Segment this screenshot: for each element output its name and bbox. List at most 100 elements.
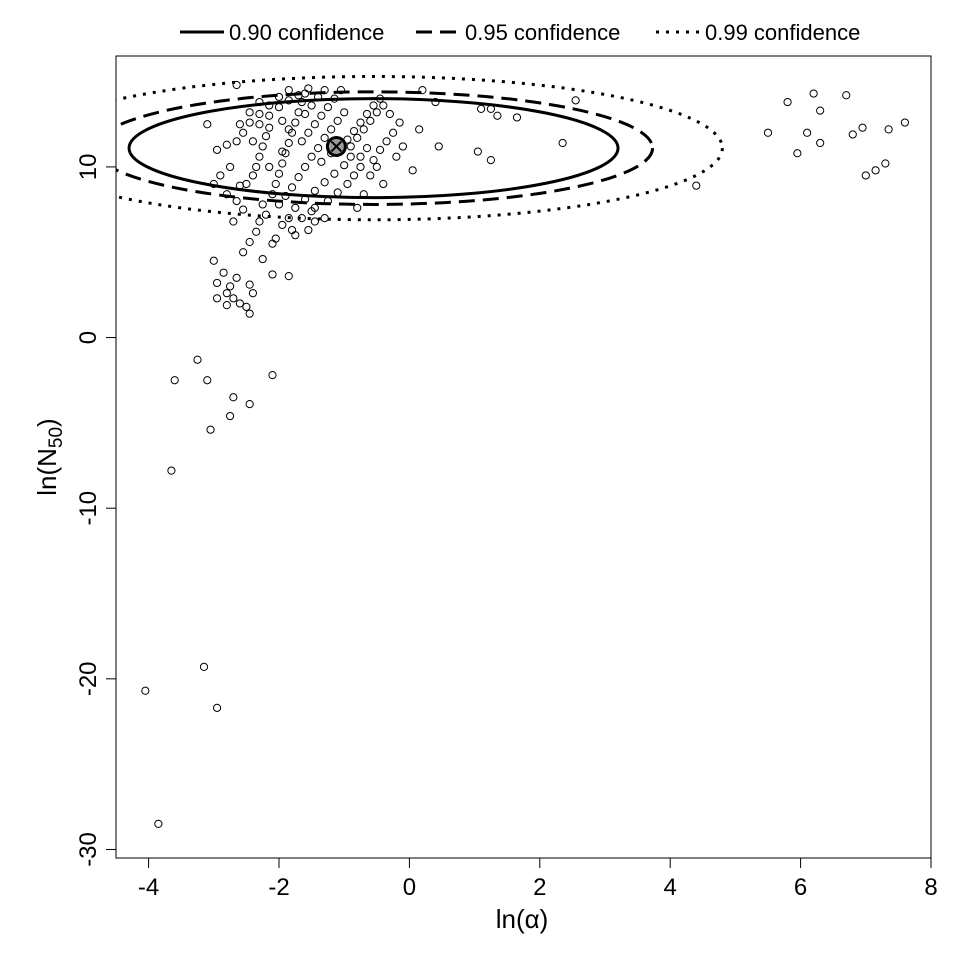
data-point — [212, 703, 222, 712]
data-point — [558, 138, 567, 148]
y-tick-label: 0 — [75, 331, 102, 344]
data-point — [323, 103, 332, 112]
data-point — [278, 147, 287, 156]
data-point — [245, 237, 254, 247]
data-point — [297, 214, 306, 223]
data-point — [265, 162, 274, 172]
data-point — [816, 106, 825, 115]
data-point — [340, 161, 349, 170]
data-point — [167, 466, 176, 475]
data-point — [314, 144, 323, 153]
data-point — [300, 109, 310, 119]
data-point — [271, 234, 280, 243]
y-tick-label: -10 — [75, 491, 102, 526]
x-tick-label: -2 — [268, 874, 289, 901]
y-axis-label: ln(N50) — [32, 418, 67, 495]
data-point — [268, 239, 277, 248]
data-point — [291, 118, 300, 127]
data-point — [278, 116, 287, 125]
data-point — [310, 120, 319, 129]
data-point — [268, 270, 277, 279]
x-tick-label: 0 — [403, 874, 416, 901]
data-point — [418, 86, 427, 95]
plot-frame — [115, 55, 932, 859]
data-point — [248, 137, 258, 146]
data-point — [858, 123, 867, 132]
data-point — [154, 819, 163, 828]
data-point — [248, 171, 258, 180]
data-point — [297, 97, 306, 107]
legend-label: 0.90 confidence — [229, 20, 384, 45]
data-point — [763, 128, 773, 137]
data-point — [222, 301, 231, 310]
data-point — [258, 142, 267, 151]
x-tick-label: 8 — [924, 874, 937, 901]
data-point — [294, 173, 303, 182]
data-point — [803, 128, 812, 137]
data-point — [884, 125, 893, 134]
x-tick-label: -4 — [138, 874, 159, 901]
data-point — [255, 152, 264, 161]
data-point — [229, 294, 238, 303]
data-point — [274, 92, 284, 102]
bootstrap-points — [141, 80, 910, 828]
data-point — [900, 118, 910, 127]
data-point — [209, 179, 218, 189]
data-point — [216, 171, 225, 180]
data-point — [369, 101, 378, 110]
mle-cross — [330, 140, 343, 153]
data-point — [232, 80, 241, 90]
data-point — [245, 108, 254, 117]
data-point — [219, 268, 228, 277]
data-point — [493, 111, 502, 120]
data-point — [379, 179, 388, 189]
data-point — [229, 217, 238, 226]
data-point — [222, 140, 231, 149]
data-point — [871, 166, 880, 175]
data-point — [232, 273, 241, 282]
data-point — [881, 159, 890, 168]
data-point — [343, 179, 352, 189]
data-point — [222, 289, 231, 298]
data-point — [310, 203, 319, 212]
data-point — [291, 203, 300, 212]
confidence-ellipse-solid — [127, 97, 620, 200]
data-point — [297, 137, 306, 146]
data-point — [193, 355, 202, 364]
data-point — [372, 162, 381, 172]
data-point — [239, 205, 248, 214]
data-point — [473, 147, 482, 156]
data-point — [304, 225, 313, 235]
data-point — [235, 299, 244, 308]
mle-marker-group — [325, 135, 347, 157]
data-point — [320, 86, 329, 95]
data-point — [379, 101, 388, 110]
legend: 0.90 confidence 0.95 confidence 0.99 confi… — [180, 20, 860, 45]
data-point — [327, 125, 336, 134]
data-point — [278, 159, 287, 168]
data-point — [320, 178, 329, 187]
data-point — [356, 118, 365, 127]
data-point — [284, 272, 293, 281]
data-point — [353, 203, 362, 212]
data-point — [512, 113, 522, 122]
data-point — [333, 188, 342, 197]
data-point — [346, 142, 355, 151]
data-point — [258, 200, 267, 209]
data-point — [287, 225, 297, 235]
data-point — [783, 97, 792, 107]
data-point — [284, 86, 293, 95]
data-point — [242, 302, 251, 311]
data-point — [372, 108, 381, 117]
data-point — [255, 97, 264, 107]
data-point — [395, 118, 404, 127]
data-point — [141, 686, 150, 695]
data-point — [359, 125, 368, 134]
data-point — [284, 138, 293, 148]
data-point — [212, 278, 222, 288]
data-point — [284, 125, 293, 134]
y-axis-label-subscript: 50 — [46, 427, 67, 448]
data-point — [265, 123, 274, 132]
